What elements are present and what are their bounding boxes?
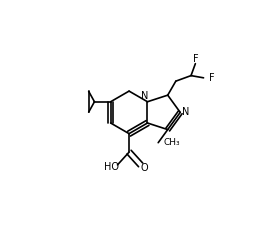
Text: HO: HO [104, 162, 119, 172]
Text: O: O [140, 163, 148, 173]
Text: F: F [193, 54, 198, 64]
Text: CH₃: CH₃ [164, 138, 181, 147]
Text: N: N [182, 107, 190, 117]
Text: N: N [141, 91, 149, 101]
Text: F: F [209, 73, 215, 83]
